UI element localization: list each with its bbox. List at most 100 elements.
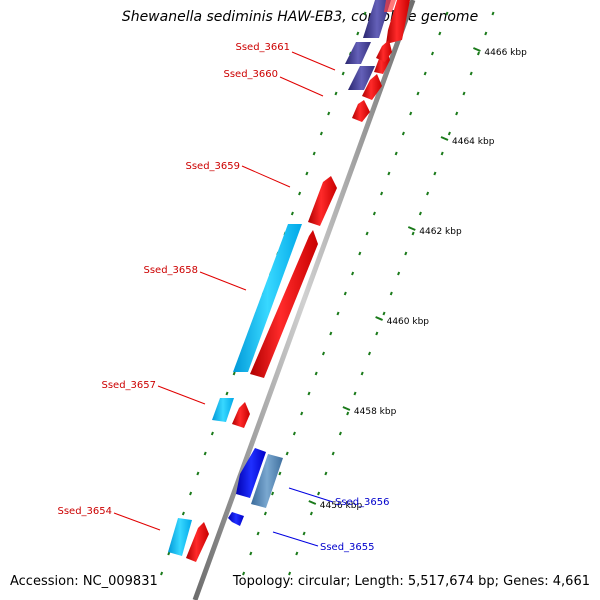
tick-mark xyxy=(263,511,267,516)
gene-label[interactable]: Ssed_3657 xyxy=(101,380,156,391)
tick-mark xyxy=(324,471,328,476)
tick-mark xyxy=(249,551,253,556)
gene-label-leaders xyxy=(113,51,336,547)
tick-mark xyxy=(387,171,391,176)
kbp-label: 4462 kbp xyxy=(419,227,462,237)
gene-ssed-3659 xyxy=(308,176,337,226)
gene-label[interactable]: Ssed_3658 xyxy=(143,265,198,276)
tick-mark xyxy=(351,271,355,276)
gene-label[interactable]: Ssed_3661 xyxy=(235,42,290,53)
kbp-major-tick xyxy=(375,316,383,321)
tick-mark xyxy=(181,511,185,516)
tick-mark xyxy=(338,431,342,436)
tick-mark xyxy=(462,91,466,96)
tick-mark xyxy=(319,131,323,136)
tick-mark xyxy=(210,431,214,436)
tick-mark xyxy=(430,51,435,56)
tick-mark xyxy=(365,231,369,236)
tick-mark xyxy=(491,11,495,16)
kbp-major-tick xyxy=(342,406,351,411)
rna-feature xyxy=(348,66,375,90)
tick-mark xyxy=(356,31,360,36)
gene-label[interactable]: Ssed_3655 xyxy=(320,542,375,553)
tick-mark xyxy=(367,351,372,356)
tick-mark xyxy=(440,151,444,156)
gene-arrow xyxy=(251,454,283,508)
genome-backbone xyxy=(192,0,416,600)
tick-mark xyxy=(423,71,427,76)
tick-mark xyxy=(160,571,164,576)
tick-mark xyxy=(455,111,459,116)
gene-ssed-3657 xyxy=(212,398,234,422)
tick-mark xyxy=(358,251,362,256)
tick-mark xyxy=(203,451,207,456)
tick-mark xyxy=(353,391,357,396)
rna-feature xyxy=(363,0,391,38)
tick-mark xyxy=(295,551,299,556)
gene-ssed-3658 xyxy=(233,224,302,372)
tick-mark xyxy=(314,371,318,376)
tick-mark xyxy=(307,391,311,396)
tick-mark xyxy=(305,171,309,176)
gene-features xyxy=(168,0,410,562)
gene-arrow xyxy=(362,74,382,100)
tick-mark xyxy=(380,191,384,196)
tick-mark xyxy=(363,11,367,16)
kbp-label: 4460 kbp xyxy=(387,317,430,327)
kbp-major-tick xyxy=(440,136,449,141)
tick-mark xyxy=(409,111,413,116)
kbp-major-tick xyxy=(407,226,416,231)
gene-label[interactable]: Ssed_3654 xyxy=(57,506,112,517)
gene-label[interactable]: Ssed_3656 xyxy=(335,497,390,508)
gene-label[interactable]: Ssed_3660 xyxy=(223,69,278,80)
tick-mark xyxy=(302,531,306,536)
kbp-axis-labels: 4466 kbp 4464 kbp 4462 kbp 4460 kbp 4458 kbp… xyxy=(308,47,527,511)
map-title: Shewanella sediminis HAW-EB3, complete g… xyxy=(121,9,479,25)
tick-mark xyxy=(476,51,481,56)
tick-mark xyxy=(278,471,282,476)
tick-mark xyxy=(418,211,422,216)
tick-mark xyxy=(232,371,236,376)
gene-arrow xyxy=(186,522,209,562)
tick-mark xyxy=(242,571,246,576)
tick-mark xyxy=(343,291,347,296)
tick-mark xyxy=(327,111,331,116)
gene-labels: Ssed_3661 Ssed_3660 Ssed_3659 Ssed_3658 … xyxy=(57,42,389,553)
tick-mark xyxy=(360,371,364,376)
tick-mark xyxy=(438,31,442,36)
tick-mark xyxy=(397,271,401,276)
gene-arrow xyxy=(352,100,370,122)
tick-mark xyxy=(341,71,345,76)
gene-ssed-3656 xyxy=(236,448,266,498)
kbp-label: 4464 kbp xyxy=(452,137,495,147)
tick-mark xyxy=(285,451,289,456)
tick-mark xyxy=(329,331,333,336)
tick-mark xyxy=(389,291,393,296)
kbp-label: 4466 kbp xyxy=(484,48,527,58)
tick-mark xyxy=(346,411,350,416)
tick-mark xyxy=(334,91,338,96)
tick-mark xyxy=(256,531,260,536)
gene-arrow xyxy=(250,230,318,378)
tick-mark xyxy=(225,391,229,396)
tick-mark xyxy=(445,11,449,16)
gene-label[interactable]: Ssed_3659 xyxy=(185,161,240,172)
gene-arrow xyxy=(384,0,396,12)
tick-mark xyxy=(447,131,451,136)
gene-arrow xyxy=(232,402,250,428)
kbp-label: 4456 kbp xyxy=(320,501,363,511)
kbp-major-tick xyxy=(308,500,317,505)
gene-ssed-3654 xyxy=(168,518,192,556)
tick-mark xyxy=(189,491,193,496)
tick-mark xyxy=(317,491,321,496)
tick-mark xyxy=(290,211,294,216)
tick-mark xyxy=(382,311,386,316)
tick-mark xyxy=(411,231,415,236)
accession-text: Accession: NC_009831 xyxy=(10,574,158,589)
tick-mark xyxy=(331,451,335,456)
gene-ssed-3661 xyxy=(386,0,410,44)
tick-mark xyxy=(309,511,313,516)
tick-mark xyxy=(288,571,292,576)
kbp-major-tick xyxy=(473,47,481,52)
